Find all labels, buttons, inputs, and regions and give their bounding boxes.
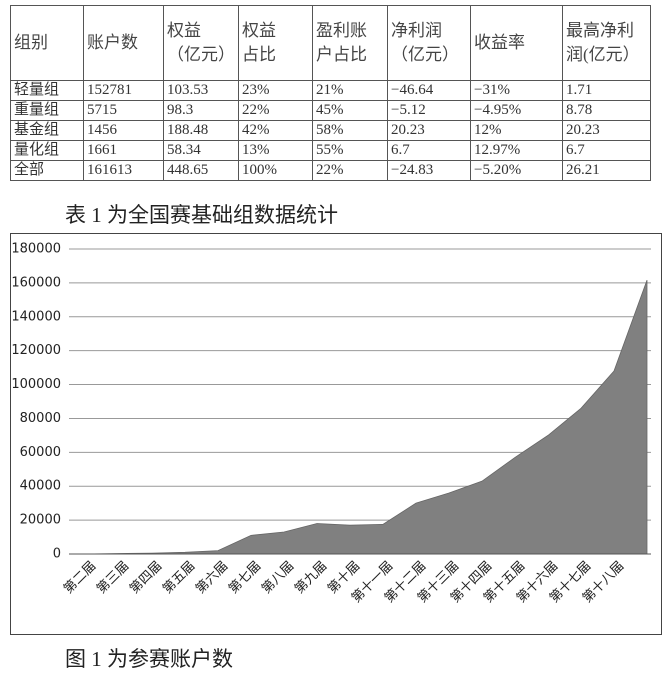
table-cell: 20.23 <box>387 120 471 141</box>
y-tick-label: 160000 <box>11 275 61 290</box>
header-text: （亿元） <box>167 45 235 64</box>
header-cell: 组别 <box>10 5 84 81</box>
chart: 0 20000 40000 60000 80000 100000 120000 140000 1… <box>10 233 662 635</box>
header-cell: 收益率 <box>470 5 563 81</box>
y-tick-label: 140000 <box>11 309 61 324</box>
table-cell: 6.7 <box>562 140 651 161</box>
header-cell: 权益 （亿元） <box>163 5 239 81</box>
table-cell: 1661 <box>83 140 164 161</box>
table-cell: 98.3 <box>163 100 239 121</box>
table-cell: 8.78 <box>562 100 651 121</box>
header-text: （亿元） <box>391 45 459 64</box>
header-text: 权益 <box>242 21 276 40</box>
table-cell: 26.21 <box>562 160 651 181</box>
table-cell: 22% <box>238 100 313 121</box>
table-cell: 22% <box>312 160 388 181</box>
table-cell: −5.20% <box>470 160 563 181</box>
y-tick-label: 40000 <box>20 479 61 494</box>
x-tick-label: 第二届 <box>61 559 99 597</box>
header-text: 盈利账 <box>316 21 367 40</box>
table-cell: 448.65 <box>163 160 239 181</box>
header-cell: 权益 占比 <box>238 5 313 81</box>
table-cell: 全部 <box>10 160 84 181</box>
header-text: 收益率 <box>474 33 525 52</box>
table-cell: 轻量组 <box>10 80 84 101</box>
y-tick-label: 180000 <box>11 242 61 257</box>
table-row: 重量组 5715 98.3 22% 45% −5.12 −4.95% 8.78 <box>10 100 651 121</box>
header-text: 户占比 <box>316 45 367 64</box>
x-tick-label: 第七届 <box>226 559 264 597</box>
table-cell: −46.64 <box>387 80 471 101</box>
table-cell: 1456 <box>83 120 164 141</box>
y-tick-label: 80000 <box>20 411 61 426</box>
header-cell: 净利润 （亿元） <box>387 5 471 81</box>
table-caption: 表 1 为全国赛基础组数据统计 <box>65 203 338 227</box>
x-tick-label: 第五届 <box>160 559 198 597</box>
header-cell: 盈利账 户占比 <box>312 5 388 81</box>
table-cell: 161613 <box>83 160 164 181</box>
table-cell: 21% <box>312 80 388 101</box>
y-tick-label: 100000 <box>11 377 61 392</box>
x-tick-label: 第六届 <box>193 559 231 597</box>
header-text: 账户数 <box>87 33 138 52</box>
table-cell: 45% <box>312 100 388 121</box>
table-cell: 42% <box>238 120 313 141</box>
table-row: 全部 161613 448.65 100% 22% −24.83 −5.20% 26.21 <box>10 160 651 181</box>
table-cell: 5715 <box>83 100 164 121</box>
x-tick-label: 第三届 <box>94 559 132 597</box>
table-cell: 量化组 <box>10 140 84 161</box>
table-cell: 20.23 <box>562 120 651 141</box>
table-cell: 12% <box>470 120 563 141</box>
y-tick-label: 60000 <box>20 445 61 460</box>
header-text: 组别 <box>14 33 48 52</box>
table-cell: 基金组 <box>10 120 84 141</box>
table-cell: −4.95% <box>470 100 563 121</box>
table-cell: 1.71 <box>562 80 651 101</box>
header-text: 占比 <box>242 45 276 64</box>
table-cell: 23% <box>238 80 313 101</box>
header-text: 权益 <box>167 21 201 40</box>
table-cell: 重量组 <box>10 100 84 121</box>
header-row: 组别 账户数 权益 （亿元） 权益 占比 盈利账 户占比 净利润 （亿元） 收益率 最高净利 润(亿元） <box>10 5 651 81</box>
table-cell: 103.53 <box>163 80 239 101</box>
table-row: 量化组 1661 58.34 13% 55% 6.7 12.97% 6.7 <box>10 140 651 161</box>
table-cell: −5.12 <box>387 100 471 121</box>
table-row: 基金组 1456 188.48 42% 58% 20.23 12% 20.23 <box>10 120 651 141</box>
x-tick-label: 第八届 <box>259 559 297 597</box>
x-tick-label: 第九届 <box>292 559 330 597</box>
table-cell: 188.48 <box>163 120 239 141</box>
y-tick-label: 0 <box>53 547 61 562</box>
header-cell: 最高净利润(亿元） <box>562 5 651 81</box>
table-cell: 152781 <box>83 80 164 101</box>
table-row: 轻量组 152781 103.53 23% 21% −46.64 −31% 1.71 <box>10 80 651 101</box>
header-cell: 账户数 <box>83 5 164 81</box>
table-cell: 58% <box>312 120 388 141</box>
table-cell: 13% <box>238 140 313 161</box>
header-text: 净利润 <box>391 21 442 40</box>
table-cell: −24.83 <box>387 160 471 181</box>
table-cell: −31% <box>470 80 563 101</box>
area <box>85 280 648 555</box>
chart-caption: 图 1 为参赛账户数 <box>65 647 233 671</box>
x-tick-label: 第四届 <box>127 559 165 597</box>
table-cell: 100% <box>238 160 313 181</box>
y-tick-label: 20000 <box>20 513 61 528</box>
table-cell: 12.97% <box>470 140 563 161</box>
table-cell: 55% <box>312 140 388 161</box>
table-cell: 58.34 <box>163 140 239 161</box>
header-text: 最高净利 <box>566 21 634 40</box>
table-cell: 6.7 <box>387 140 471 161</box>
y-tick-label: 120000 <box>11 343 61 358</box>
data-table: 组别 账户数 权益 （亿元） 权益 占比 盈利账 户占比 净利润 （亿元） 收益率 最高净利 润(亿元）… <box>10 5 651 181</box>
header-text: 润(亿元） <box>566 45 640 64</box>
